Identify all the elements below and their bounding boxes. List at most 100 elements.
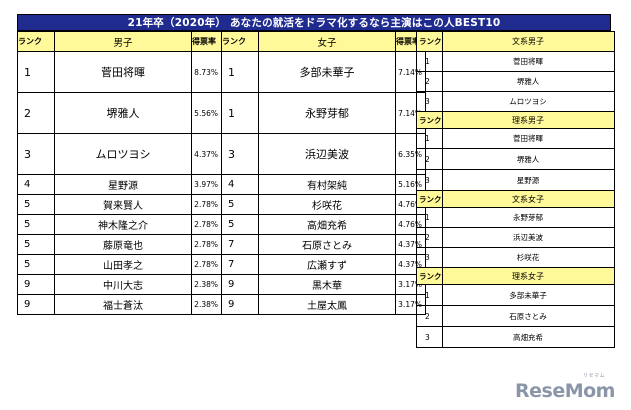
male-vote-rate: 4.37% xyxy=(191,133,222,175)
female-name: 石原さとみ xyxy=(258,234,396,255)
male-name: 藤原竜也 xyxy=(54,234,192,255)
category-rank: 1 xyxy=(416,128,443,149)
section-heading: 理系男子 xyxy=(441,111,615,129)
category-name: ムロツヨシ xyxy=(441,91,615,112)
male-rank: 5 xyxy=(17,254,55,275)
table-row: 2 浜辺美波 xyxy=(416,227,615,248)
table-row: 9 福士蒼汰 2.38% 9 土屋太鳳 3.17% xyxy=(17,294,426,315)
table-row: 3 杉咲花 xyxy=(416,247,615,268)
female-name: 杉咲花 xyxy=(258,194,396,215)
male-vote-rate: 3.97% xyxy=(191,174,222,195)
male-name: 菅田将暉 xyxy=(54,51,192,93)
male-name: 福士蒼汰 xyxy=(54,294,192,315)
rank-header: ランク xyxy=(416,190,443,208)
table-row: 1 菅田将暉 8.73% 1 多部未華子 7.14% xyxy=(17,51,426,93)
rank-header: ランク xyxy=(416,31,443,52)
female-rank: 3 xyxy=(221,133,259,175)
category-name: 堺雅人 xyxy=(441,148,615,170)
category-rank: 1 xyxy=(416,207,443,228)
table-row: 4 星野源 3.97% 4 有村架純 5.16% xyxy=(17,174,426,195)
male-name: 中川大志 xyxy=(54,274,192,295)
section-header-row: ランク 文系女子 xyxy=(416,190,615,208)
table-row: 3 ムロツヨシ 4.37% 3 浜辺美波 6.35% xyxy=(17,133,426,175)
table-row: 2 堺雅人 5.56% 1 永野芽郁 7.14% xyxy=(17,92,426,134)
male-name: 神木隆之介 xyxy=(54,214,192,235)
vote-rate-header: 得票率 xyxy=(191,31,222,52)
female-name: 多部未華子 xyxy=(258,51,396,93)
male-name: 堺雅人 xyxy=(54,92,192,134)
category-rank: 2 xyxy=(416,71,443,92)
female-name: 高畑充希 xyxy=(258,214,396,235)
female-rank: 1 xyxy=(221,92,259,134)
category-rank: 1 xyxy=(416,51,443,72)
rank-header: ランク xyxy=(416,111,443,129)
category-name: 菅田将暉 xyxy=(441,51,615,72)
male-rank: 5 xyxy=(17,194,55,215)
female-rank: 9 xyxy=(221,274,259,295)
table-row: 1 菅田将暉 xyxy=(416,128,615,149)
table-row: 5 藤原竜也 2.78% 7 石原さとみ 4.37% xyxy=(17,234,426,255)
female-name: 有村架純 xyxy=(258,174,396,195)
table-row: 2 石原さとみ xyxy=(416,305,615,327)
header-row: ランク 男子 得票率 ランク 女子 得票率 xyxy=(17,31,426,52)
table-row: 3 星野源 xyxy=(416,169,615,191)
table-row: 9 中川大志 2.38% 9 黒木華 3.17% xyxy=(17,274,426,295)
male-vote-rate: 2.38% xyxy=(191,274,222,295)
female-rank: 5 xyxy=(221,214,259,235)
category-name: 石原さとみ xyxy=(441,305,615,327)
male-name: ムロツヨシ xyxy=(54,133,192,175)
male-vote-rate: 2.78% xyxy=(191,234,222,255)
brand-logo-sub: リセマム xyxy=(583,373,606,379)
male-name: 星野源 xyxy=(54,174,192,195)
section-header-row: ランク 文系男子 xyxy=(416,31,615,52)
table-row: 3 ムロツヨシ xyxy=(416,91,615,112)
male-vote-rate: 2.78% xyxy=(191,194,222,215)
female-name: 永野芽郁 xyxy=(258,92,396,134)
category-rank: 3 xyxy=(416,169,443,191)
category-rank: 2 xyxy=(416,227,443,248)
female-rank: 7 xyxy=(221,254,259,275)
male-name: 賀来賢人 xyxy=(54,194,192,215)
male-vote-rate: 2.38% xyxy=(191,294,222,315)
table-row: 2 堺雅人 xyxy=(416,148,615,170)
table-row: 5 神木隆之介 2.78% 5 高畑充希 4.76% xyxy=(17,214,426,235)
category-rank: 3 xyxy=(416,326,443,348)
table-row: 2 堺雅人 xyxy=(416,71,615,92)
category-name: 堺雅人 xyxy=(441,71,615,92)
male-rank: 9 xyxy=(17,274,55,295)
female-name: 土屋太鳳 xyxy=(258,294,396,315)
table-row: 5 賀来賢人 2.78% 5 杉咲花 4.76% xyxy=(17,194,426,215)
female-rank: 9 xyxy=(221,294,259,315)
rank-header: ランク xyxy=(221,31,259,52)
male-rank: 1 xyxy=(17,51,55,93)
male-vote-rate: 2.78% xyxy=(191,214,222,235)
table-row: 3 高畑充希 xyxy=(416,326,615,348)
rank-header: ランク xyxy=(416,267,443,285)
table-title: 21年卒（2020年） あなたの就活をドラマ化するなら主演はこの人BEST10 xyxy=(17,14,611,31)
section-heading: 文系男子 xyxy=(441,31,615,52)
male-rank: 3 xyxy=(17,133,55,175)
category-name: 星野源 xyxy=(441,169,615,191)
male-name: 山田孝之 xyxy=(54,254,192,275)
male-header: 男子 xyxy=(54,31,192,52)
category-name: 高畑充希 xyxy=(441,326,615,348)
category-rank: 2 xyxy=(416,305,443,327)
male-vote-rate: 8.73% xyxy=(191,51,222,93)
table-row: 1 多部未華子 xyxy=(416,284,615,306)
category-name: 杉咲花 xyxy=(441,247,615,268)
section-header-row: ランク 理系男子 xyxy=(416,111,615,129)
female-rank: 7 xyxy=(221,234,259,255)
category-name: 菅田将暉 xyxy=(441,128,615,149)
female-rank: 1 xyxy=(221,51,259,93)
main-ranking-table: ランク 男子 得票率 ランク 女子 得票率 1 菅田将暉 8.73% 1 多部未華子 7.… xyxy=(17,31,426,315)
male-rank: 9 xyxy=(17,294,55,315)
male-rank: 2 xyxy=(17,92,55,134)
male-rank: 4 xyxy=(17,174,55,195)
table-row: 1 永野芽郁 xyxy=(416,207,615,228)
table-row: 5 山田孝之 2.78% 7 広瀬すず 4.37% xyxy=(17,254,426,275)
male-vote-rate: 2.78% xyxy=(191,254,222,275)
category-rank: 1 xyxy=(416,284,443,306)
female-name: 浜辺美波 xyxy=(258,133,396,175)
male-rank: 5 xyxy=(17,214,55,235)
male-rank: 5 xyxy=(17,234,55,255)
